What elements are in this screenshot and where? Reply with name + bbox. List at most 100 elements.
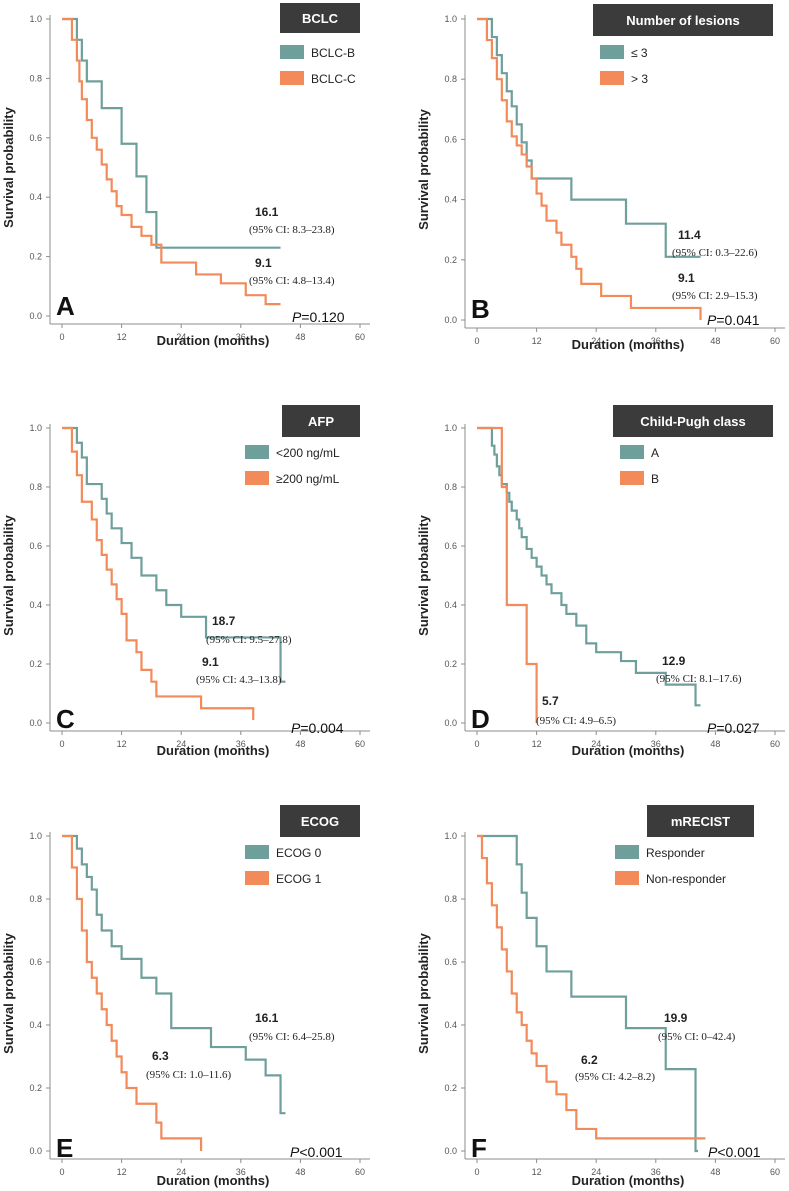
x-tick-label: 36	[236, 332, 246, 342]
km-chart-ecog: 0.0 0.2 0.4 0.6 0.8 1.0 0 12 24 36 48 60 Duration (m…	[1, 805, 370, 1188]
legend-label: <200 ng/mL	[276, 446, 340, 460]
confidence-interval-label: (95% CI: 4.2–8.2)	[575, 1071, 655, 1083]
x-axis-title: Duration (months)	[572, 743, 685, 758]
p-value-label: P=0.041	[707, 312, 760, 328]
x-tick-label: 24	[591, 1167, 601, 1177]
chart-title-box	[280, 805, 360, 837]
km-curve-group-2	[62, 17, 281, 306]
y-axis-title: Survival probability	[416, 108, 431, 229]
median-survival-label: 19.9	[664, 1011, 688, 1025]
km-curve-group-1	[477, 834, 699, 1153]
p-value-label: P=0.004	[291, 720, 344, 736]
x-axis-title: Duration (months)	[157, 1173, 270, 1188]
panel-letter: E	[56, 1133, 73, 1163]
y-tick-label: 0.8	[29, 73, 42, 83]
x-tick-label: 48	[710, 1167, 720, 1177]
y-tick-label: 0.8	[29, 894, 42, 904]
legend-label: ECOG 1	[276, 872, 322, 886]
x-tick-label: 36	[651, 336, 661, 346]
confidence-interval-label: (95% CI: 4.3–13.8)	[196, 674, 282, 686]
chart-title: ECOG	[301, 814, 339, 829]
median-survival-label: 5.7	[542, 694, 559, 708]
y-tick-label: 0.8	[444, 74, 457, 84]
legend-label: A	[651, 446, 659, 460]
chart-title: BCLC	[302, 11, 339, 26]
confidence-interval-label: (95% CI: 8.3–23.8)	[249, 224, 335, 236]
chart-title-box	[613, 405, 773, 437]
y-tick-label: 1.0	[444, 14, 457, 24]
legend-swatch	[245, 845, 269, 859]
legend-label: Non-responder	[646, 872, 726, 886]
x-tick-label: 60	[355, 1167, 365, 1177]
y-tick-label: 1.0	[444, 423, 457, 433]
confidence-interval-label: (95% CI: 9.5–27.8)	[206, 634, 292, 646]
confidence-interval-label: (95% CI: 8.1–17.6)	[656, 673, 742, 685]
median-survival-label: 9.1	[202, 655, 219, 669]
y-tick-label: 0.2	[29, 252, 42, 262]
x-tick-label: 48	[710, 739, 720, 749]
km-curve-group-1	[62, 426, 286, 683]
chart-title-box	[647, 805, 754, 837]
confidence-interval-label: (95% CI: 2.9–15.3)	[672, 290, 758, 302]
legend-label: BCLC-C	[311, 72, 356, 86]
x-tick-label: 24	[176, 1167, 186, 1177]
x-tick-label: 12	[532, 1167, 542, 1177]
x-tick-label: 0	[59, 332, 64, 342]
p-value-label: P=0.027	[707, 720, 760, 736]
y-tick-label: 0.6	[444, 541, 457, 551]
panel-letter: D	[471, 704, 490, 734]
legend-label: BCLC-B	[311, 46, 355, 60]
km-curve-group-1	[477, 17, 701, 258]
x-tick-label: 24	[591, 336, 601, 346]
x-tick-label: 24	[176, 332, 186, 342]
km-chart-number-of-lesions: 0.0 0.2 0.4 0.6 0.8 1.0 0 12 24 36 48 60 Duration (m…	[416, 4, 785, 352]
y-tick-label: 0.8	[444, 894, 457, 904]
x-tick-label: 48	[295, 1167, 305, 1177]
chart-title-box	[593, 4, 773, 36]
y-tick-label: 0.4	[444, 1020, 457, 1030]
km-curve-group-1	[62, 834, 286, 1115]
x-tick-label: 12	[532, 336, 542, 346]
y-tick-label: 0.0	[29, 311, 42, 321]
x-tick-label: 12	[117, 739, 127, 749]
x-tick-label: 12	[532, 739, 542, 749]
y-tick-label: 0.4	[29, 1020, 42, 1030]
y-axis-title: Survival probability	[416, 514, 431, 635]
legend-swatch	[280, 45, 304, 59]
y-tick-label: 0.2	[444, 255, 457, 265]
chart-title-box	[282, 405, 360, 437]
legend-swatch	[615, 871, 639, 885]
x-tick-label: 36	[651, 739, 661, 749]
panel-letter: B	[471, 294, 490, 324]
y-tick-label: 0.4	[29, 192, 42, 202]
chart-title: AFP	[308, 414, 334, 429]
y-tick-label: 0.0	[444, 1146, 457, 1156]
x-tick-label: 36	[236, 739, 246, 749]
x-tick-label: 24	[591, 739, 601, 749]
median-survival-label: 9.1	[255, 256, 272, 270]
p-value-label: P<0.001	[290, 1144, 343, 1160]
y-tick-label: 0.2	[29, 1083, 42, 1093]
km-curve-group-2	[62, 426, 255, 721]
x-tick-label: 36	[236, 1167, 246, 1177]
confidence-interval-label: (95% CI: 6.4–25.8)	[249, 1031, 335, 1043]
x-tick-label: 48	[295, 332, 305, 342]
confidence-interval-label: (95% CI: 4.8–13.4)	[249, 275, 335, 287]
chart-title-box	[280, 3, 360, 33]
x-tick-label: 0	[474, 1167, 479, 1177]
legend-swatch	[600, 45, 624, 59]
km-curve-group-2	[477, 834, 706, 1140]
y-tick-label: 0.6	[29, 133, 42, 143]
y-tick-label: 0.8	[444, 482, 457, 492]
x-tick-label: 36	[651, 1167, 661, 1177]
y-tick-label: 0.0	[29, 718, 42, 728]
x-tick-label: 12	[117, 332, 127, 342]
p-value-label: P<0.001	[708, 1144, 761, 1160]
x-tick-label: 0	[59, 1167, 64, 1177]
km-curve-group-2	[62, 834, 203, 1151]
x-axis-title: Duration (months)	[572, 337, 685, 352]
y-tick-label: 1.0	[29, 831, 42, 841]
y-axis-title: Survival probability	[416, 932, 431, 1053]
x-tick-label: 60	[770, 739, 780, 749]
legend-swatch	[280, 71, 304, 85]
